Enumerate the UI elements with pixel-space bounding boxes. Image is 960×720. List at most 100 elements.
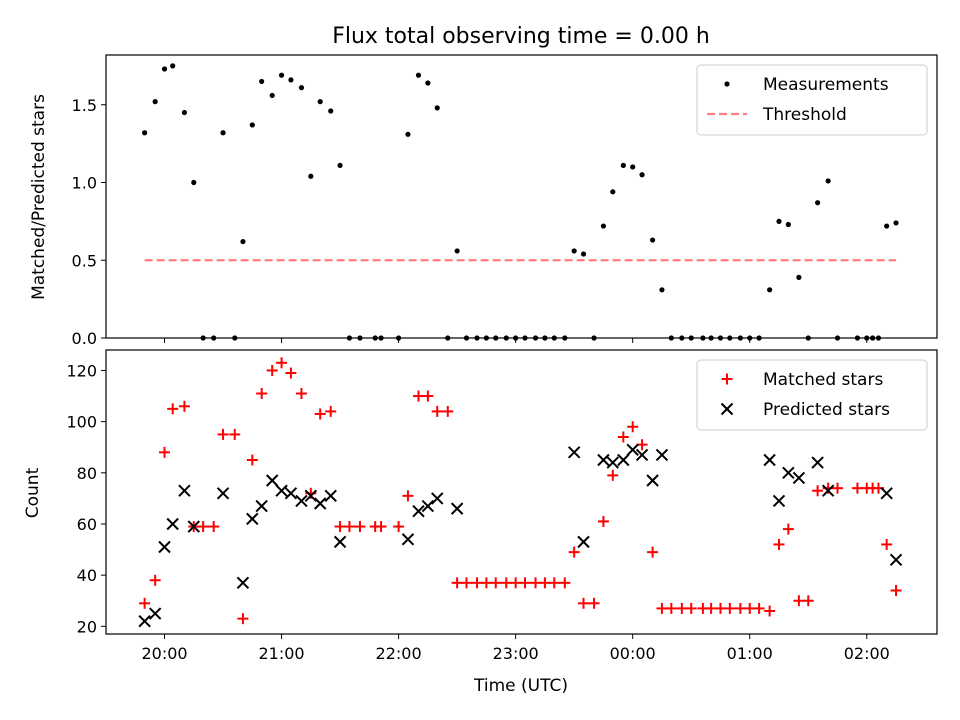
data-point — [343, 521, 355, 533]
data-point — [269, 92, 275, 99]
top-axes: 0.0 0.5 1.0 1.5 Measurements Threshold — [72, 54, 938, 348]
x-axis-label: Time (UTC) — [473, 676, 568, 696]
data-point-b — [763, 453, 776, 467]
data-point — [764, 605, 776, 617]
data-point-b — [597, 453, 610, 467]
data-point — [782, 523, 794, 535]
data-point — [220, 130, 226, 136]
data-point — [337, 162, 343, 169]
data-point — [313, 497, 327, 510]
data-point-b — [178, 484, 191, 497]
data-point — [317, 99, 323, 105]
data-point — [825, 178, 831, 184]
data-point — [763, 453, 776, 467]
data-point — [600, 223, 607, 229]
data-point — [295, 494, 308, 508]
legend-label: Threshold — [762, 105, 847, 125]
legend-label: Measurements — [763, 75, 889, 95]
data-point-b — [412, 504, 425, 518]
data-point — [295, 387, 307, 399]
data-point — [451, 577, 463, 589]
data-point — [422, 390, 434, 402]
data-point-b — [138, 615, 151, 628]
bottom-y-axis-label: Count — [23, 467, 43, 518]
x-tick-label: 02:00 — [844, 644, 890, 663]
data-point — [649, 237, 656, 243]
data-point — [354, 521, 366, 533]
data-point — [744, 602, 756, 614]
data-point — [597, 515, 609, 527]
data-point — [246, 454, 258, 466]
data-point — [249, 122, 255, 128]
data-point-b — [421, 499, 435, 513]
y-tick-label: 120 — [66, 361, 97, 380]
data-point-b — [401, 533, 415, 546]
data-point — [490, 577, 502, 589]
legend-entry: Measurements — [724, 75, 889, 95]
data-point — [434, 105, 440, 111]
data-point — [333, 535, 347, 549]
data-point — [659, 287, 665, 293]
legend-label: Predicted stars — [763, 400, 890, 420]
data-point — [138, 615, 151, 628]
data-point — [832, 482, 844, 494]
data-point — [148, 607, 162, 620]
legend-entry: Threshold — [707, 105, 847, 125]
data-point — [431, 405, 443, 417]
data-point — [170, 63, 176, 69]
data-point — [889, 553, 903, 567]
data-point — [256, 387, 268, 399]
data-point — [646, 474, 659, 487]
y-tick-label: 80 — [77, 464, 97, 483]
data-point — [881, 538, 893, 550]
top-y-axis-label: Matched/Predicted stars — [29, 94, 49, 300]
data-point — [217, 428, 229, 440]
data-point-b — [626, 443, 639, 456]
series-1 — [138, 443, 903, 628]
axes-frame — [105, 349, 938, 635]
data-point — [714, 602, 726, 614]
legend-box — [696, 64, 928, 136]
data-point — [480, 577, 492, 589]
data-point-b — [304, 489, 318, 503]
data-point-b — [889, 553, 903, 567]
data-point — [588, 597, 600, 609]
legend-swatch — [721, 373, 733, 385]
data-point-b — [782, 466, 795, 480]
data-point — [421, 499, 435, 513]
data-point-b — [792, 471, 806, 485]
data-point-b — [324, 489, 337, 503]
data-point — [880, 487, 893, 500]
x-tick-label: 23:00 — [493, 644, 539, 663]
data-point-b — [880, 487, 893, 500]
data-point — [324, 489, 337, 503]
data-point — [724, 602, 736, 614]
data-point-b — [450, 502, 464, 515]
data-point — [890, 585, 902, 597]
data-point — [460, 577, 472, 589]
data-point — [776, 218, 782, 224]
data-point-b — [635, 448, 649, 462]
y-tick-label: 1.0 — [72, 174, 97, 193]
y-tick-label: 40 — [77, 566, 97, 585]
data-point-b — [821, 484, 835, 497]
legend-entry: Predicted stars — [720, 400, 890, 420]
data-point — [627, 421, 639, 433]
x-tick-label: 01:00 — [727, 644, 773, 663]
data-point — [851, 482, 863, 494]
data-point — [753, 602, 765, 614]
data-point — [772, 494, 786, 508]
data-point — [626, 443, 639, 456]
data-point — [142, 130, 148, 136]
data-point — [402, 490, 414, 502]
data-point — [802, 595, 814, 607]
data-point — [393, 521, 405, 533]
data-point — [375, 521, 387, 533]
x-tick-label: 22:00 — [376, 644, 422, 663]
data-point-b — [617, 453, 630, 467]
data-point — [571, 248, 577, 254]
data-point — [431, 492, 444, 505]
data-point — [284, 487, 298, 500]
data-point — [216, 487, 230, 500]
